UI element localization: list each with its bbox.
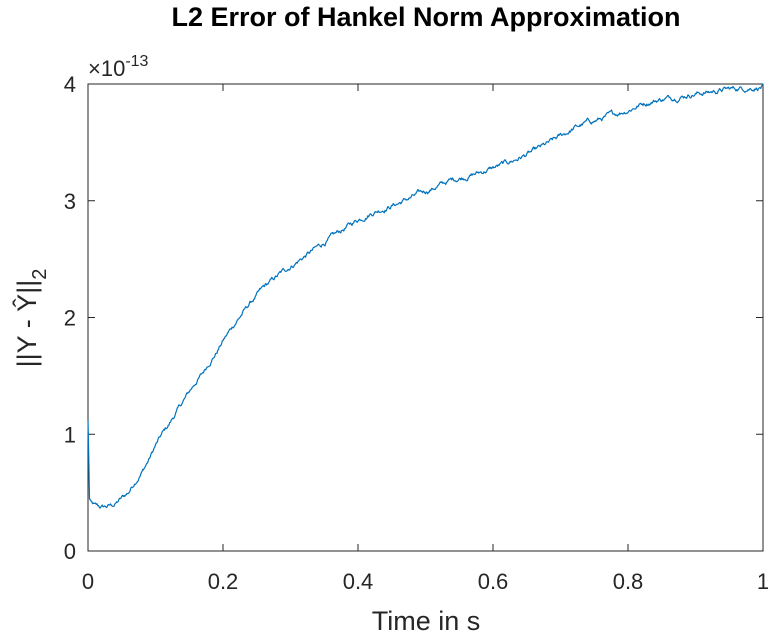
y-tick-label: 2 <box>64 306 76 331</box>
x-tick-label: 0.4 <box>343 569 374 594</box>
tick-group: 0 0.2 0.4 0.6 0.8 1 0 1 2 3 4 <box>64 72 769 594</box>
y-tick-label: 4 <box>64 72 76 97</box>
exponent-power: -13 <box>125 53 148 70</box>
x-tick-label: 0.6 <box>478 569 509 594</box>
y-tick-label: 0 <box>64 539 76 564</box>
y-axis-label-sub: 2 <box>29 269 51 280</box>
x-tick-label: 0.2 <box>208 569 239 594</box>
x-axis-label: Time in s <box>372 606 481 636</box>
series-line <box>87 83 764 509</box>
exponent-prefix: ×10 <box>88 56 125 81</box>
y-axis-label: ||Y - Ŷ||2 <box>11 269 51 368</box>
y-axis-label-main: ||Y - Ŷ|| <box>11 280 42 368</box>
plot-area <box>87 83 764 552</box>
y-tick-label: 3 <box>64 189 76 214</box>
x-tick-label: 0.8 <box>613 569 644 594</box>
y-exponent-label: ×10-13 <box>88 53 149 81</box>
x-tick-label: 1 <box>757 569 769 594</box>
y-tick-label: 1 <box>64 422 76 447</box>
chart-title: L2 Error of Hankel Norm Approximation <box>171 2 680 32</box>
x-tick-label: 0 <box>82 569 94 594</box>
